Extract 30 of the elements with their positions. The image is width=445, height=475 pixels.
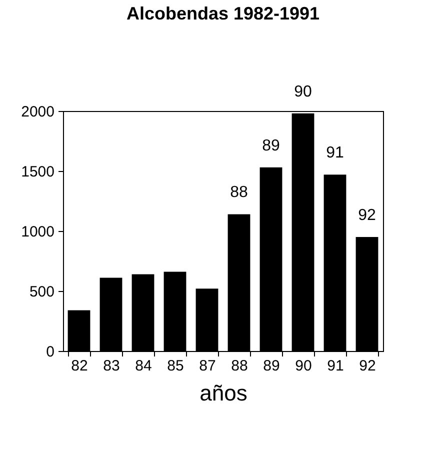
x-tick-label: 87 — [199, 358, 216, 374]
y-tick-label: 0 — [46, 344, 54, 360]
annotation: 90 — [294, 83, 312, 100]
bar — [356, 237, 378, 351]
annotation: 92 — [358, 207, 376, 224]
chart-title: Alcobendas 1982-1991 — [126, 3, 320, 24]
x-tick-label: 85 — [167, 358, 184, 374]
bar — [164, 272, 186, 351]
x-tick-label: 88 — [231, 358, 248, 374]
bar — [132, 274, 154, 351]
x-tick-label: 84 — [135, 358, 152, 374]
x-tick-label: 90 — [295, 358, 312, 374]
bar — [196, 288, 218, 351]
bar — [228, 214, 250, 351]
x-axis-title: años — [200, 380, 248, 406]
x-tick-label: 82 — [71, 358, 88, 374]
y-tick-label: 1000 — [21, 224, 54, 240]
bar — [260, 167, 282, 351]
x-tick-label: 91 — [327, 358, 344, 374]
annotation: 91 — [326, 144, 344, 162]
bar — [100, 278, 122, 351]
annotation: 88 — [230, 184, 248, 202]
bar — [324, 174, 346, 351]
y-tick-label: 1500 — [21, 164, 54, 180]
x-tick-label: 89 — [263, 358, 280, 374]
annotation: 89 — [262, 137, 280, 154]
x-tick-label: 92 — [359, 358, 376, 374]
x-tick-label: 83 — [103, 358, 120, 374]
y-tick-label: 2000 — [21, 104, 54, 120]
y-tick-label: 500 — [29, 284, 54, 300]
